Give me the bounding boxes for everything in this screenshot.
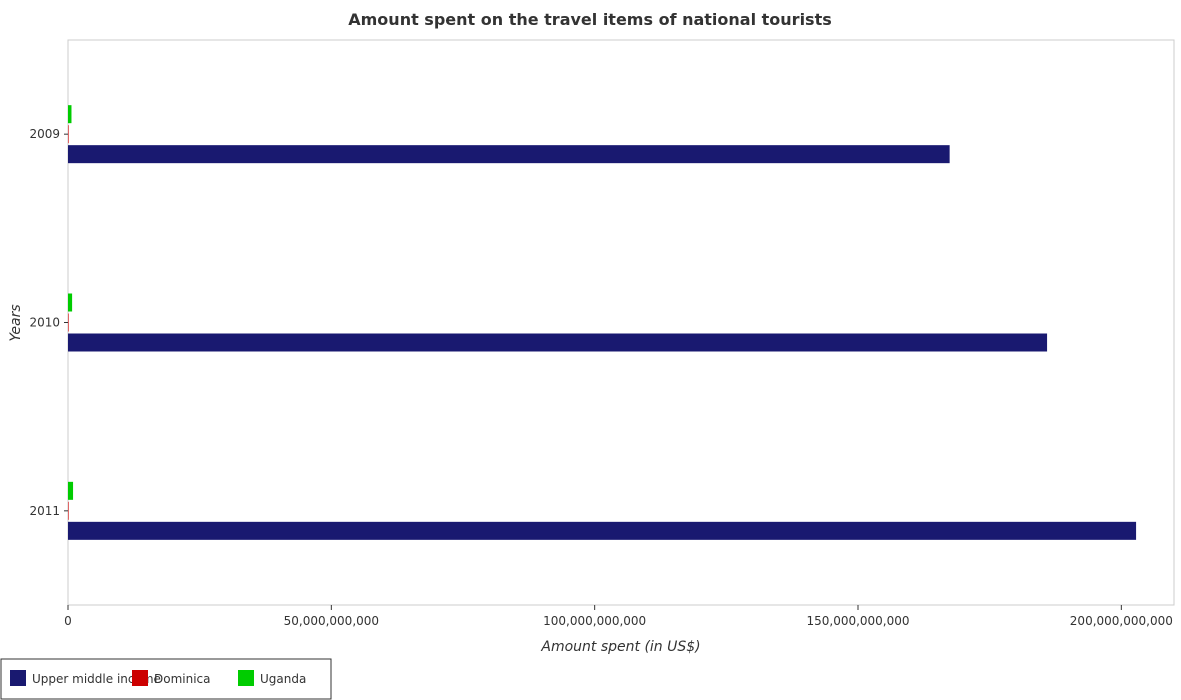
legend-box [0,658,332,700]
legend-swatch [238,670,254,686]
legend-swatch [132,670,148,686]
y-axis-ticks: 2009 2010 2011 [29,127,68,518]
x-tick-label: 200,000,000,000 [1070,614,1173,628]
x-tick-label: 100,000,000,000 [543,614,646,628]
bar-dominica-2011 [68,501,69,520]
bar-dominica-2010 [68,313,69,332]
x-tick-label: 0 [64,614,72,628]
plot-area [67,39,1175,606]
bar-uganda-2009 [68,105,72,124]
bar-upper-middle-income-2010 [68,333,1048,352]
x-axis-ticks: 0 50,000,000,000 100,000,000,000 150,000,00… [64,605,1173,628]
legend-swatch [10,670,26,686]
bar-uganda-2011 [68,481,74,500]
bar-uganda-2010 [68,293,73,312]
bar-upper-middle-income-2011 [68,521,1137,540]
y-tick-label: 2010 [29,316,60,330]
bar-upper-middle-income-2009 [68,145,950,164]
x-tick-label: 50,000,000,000 [284,614,379,628]
x-axis-label: Amount spent (in US$) [540,639,700,655]
bar-dominica-2009 [68,125,69,144]
y-axis-label: Years [8,304,24,341]
legend-label: Dominica [154,672,211,686]
legend-label: Upper middle income [32,672,161,686]
legend-label: Uganda [260,672,306,686]
x-tick-label: 150,000,000,000 [806,614,909,628]
y-tick-label: 2009 [29,127,60,141]
y-tick-label: 2011 [29,504,60,518]
bars [68,105,1137,540]
chart-title: Amount spent on the travel items of nati… [348,10,832,29]
